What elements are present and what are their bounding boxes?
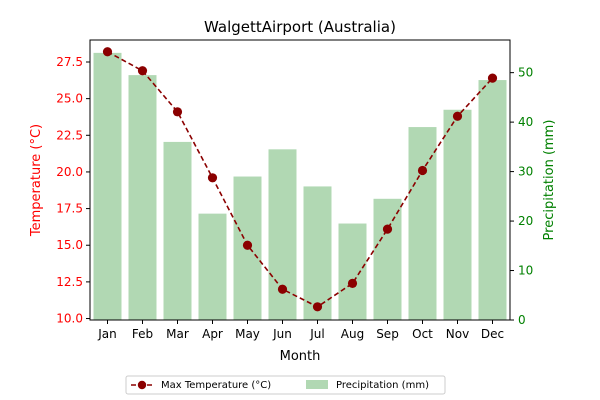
x-axis-ticks: Jan Feb Mar Apr May Jun Jul Aug Sep Oct Nov Dec bbox=[97, 320, 504, 341]
precipitation-bar bbox=[163, 141, 192, 320]
x-tick-label: May bbox=[235, 327, 260, 341]
temperature-point bbox=[102, 47, 113, 57]
precipitation-bar bbox=[93, 52, 122, 321]
precipitation-bar bbox=[268, 149, 297, 320]
temperature-point bbox=[347, 278, 358, 288]
legend-label-temperature: Max Temperature (°C) bbox=[161, 380, 271, 391]
left-tick-label: 27.5 bbox=[56, 55, 83, 69]
precipitation-bar bbox=[303, 186, 332, 320]
right-axis-label: Precipitation (mm) bbox=[542, 120, 557, 241]
left-tick-label: 17.5 bbox=[56, 202, 83, 216]
precipitation-bar bbox=[443, 109, 472, 320]
chart-title: WalgettAirport (Australia) bbox=[204, 18, 396, 36]
temperature-point bbox=[417, 165, 428, 176]
right-tick-label: 20 bbox=[518, 214, 533, 228]
precipitation-bar bbox=[198, 213, 227, 320]
right-tick-label: 10 bbox=[518, 264, 533, 278]
left-axis-ticks: 10.0 12.5 15.0 17.5 20.0 22.5 25.0 27.5 bbox=[56, 55, 90, 326]
temperature-point bbox=[312, 302, 323, 312]
left-tick-label: 10.0 bbox=[56, 312, 83, 326]
x-tick-label: Oct bbox=[412, 327, 433, 341]
temperature-point bbox=[172, 107, 183, 117]
x-axis-label: Month bbox=[280, 349, 321, 364]
x-tick-label: Feb bbox=[132, 327, 153, 341]
x-tick-label: Dec bbox=[481, 327, 504, 341]
right-tick-label: 30 bbox=[518, 165, 533, 179]
precipitation-bar bbox=[128, 75, 157, 320]
left-tick-label: 22.5 bbox=[56, 128, 83, 142]
temperature-line-layer bbox=[107, 51, 494, 308]
temperature-line bbox=[107, 51, 494, 308]
left-axis-label: Temperature (°C) bbox=[29, 124, 44, 237]
precipitation-bar bbox=[338, 223, 367, 320]
left-tick-label: 20.0 bbox=[56, 165, 83, 179]
x-tick-label: Nov bbox=[446, 327, 469, 341]
x-tick-label: Jan bbox=[97, 327, 117, 341]
temperature-point bbox=[207, 173, 218, 183]
x-tick-label: Sep bbox=[376, 327, 399, 341]
right-tick-label: 40 bbox=[518, 115, 533, 129]
x-tick-label: Aug bbox=[341, 327, 364, 341]
temperature-point bbox=[137, 66, 148, 76]
legend-bar-swatch bbox=[306, 380, 328, 389]
temperature-point bbox=[277, 284, 288, 294]
legend-frame bbox=[125, 375, 446, 395]
legend-label-precipitation: Precipitation (mm) bbox=[336, 380, 429, 391]
x-tick-label: Mar bbox=[166, 327, 189, 341]
x-tick-label: Jul bbox=[309, 327, 324, 341]
precipitation-bar bbox=[478, 80, 507, 320]
temperature-point bbox=[382, 224, 393, 234]
right-tick-label: 0 bbox=[518, 313, 526, 327]
left-tick-label: 15.0 bbox=[56, 238, 83, 252]
legend-line-marker bbox=[137, 380, 147, 390]
precipitation-bars bbox=[93, 52, 507, 321]
x-tick-label: Jun bbox=[272, 327, 292, 341]
left-tick-label: 12.5 bbox=[56, 275, 83, 289]
temperature-point bbox=[487, 73, 498, 83]
temperature-point bbox=[242, 240, 253, 250]
legend: Max Temperature (°C) Precipitation (mm) bbox=[125, 375, 446, 395]
x-tick-label: Apr bbox=[202, 327, 223, 341]
precipitation-bar bbox=[373, 198, 402, 320]
right-axis-ticks: 0 10 20 30 40 50 bbox=[510, 66, 533, 327]
temperature-point bbox=[452, 111, 463, 121]
left-tick-label: 25.0 bbox=[56, 92, 83, 106]
plot-frame bbox=[89, 39, 511, 321]
right-tick-label: 50 bbox=[518, 66, 533, 80]
precipitation-bar bbox=[408, 127, 437, 320]
temperature-markers bbox=[102, 47, 498, 312]
